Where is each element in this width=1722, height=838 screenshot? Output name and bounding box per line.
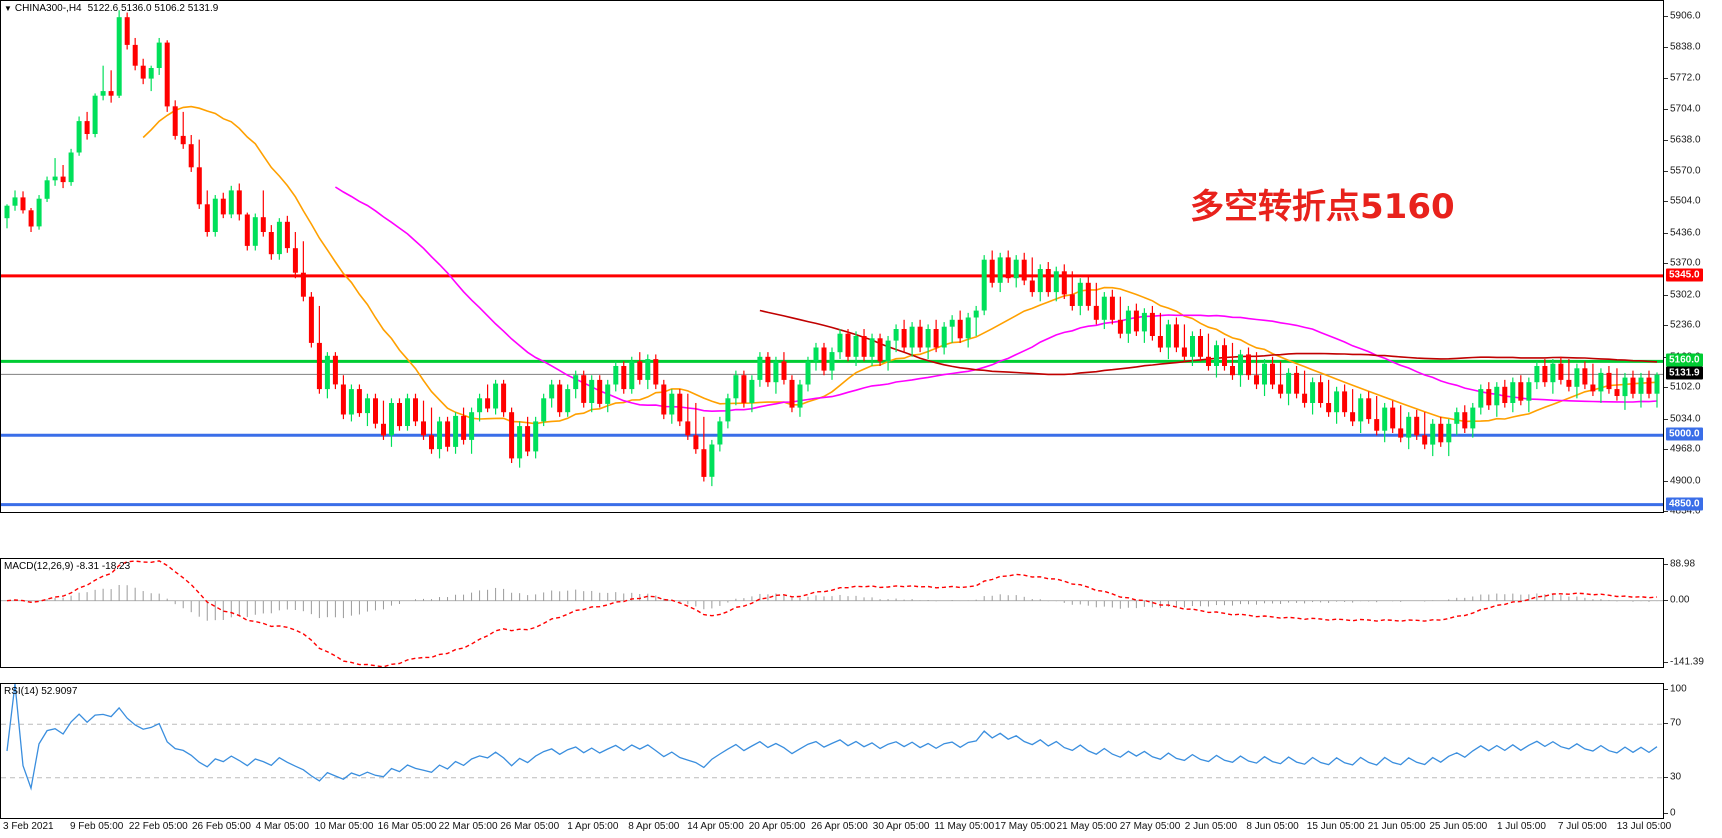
price-tick-label: 5838.0 [1670, 41, 1701, 53]
time-tick-label: 21 May 05:00 [1056, 821, 1118, 832]
price-tick-label: 5570.0 [1670, 165, 1701, 177]
axis-tickmark [1664, 689, 1668, 690]
price-tick-label: 5302.0 [1670, 289, 1701, 301]
time-tick-label: 16 Mar 05:00 [377, 821, 437, 832]
rsi-tick-label: 0 [1670, 807, 1676, 819]
chart-header: ▼ CHINA300-,H4 5122.6 5136.0 5106.2 5131.9 [4, 3, 218, 14]
axis-tickmark [1664, 109, 1668, 111]
macd-panel[interactable]: MACD(12,26,9) -8.31 -18.23 [0, 558, 1664, 668]
time-tick-label: 13 Jul 05:00 [1616, 821, 1672, 832]
axis-tickmark [1664, 480, 1668, 482]
price-tick-label: 4834.0 [1670, 505, 1701, 517]
time-tick-label: 26 Mar 05:00 [500, 821, 560, 832]
time-tick-label: 27 May 05:00 [1119, 821, 1181, 832]
axis-tickmark [1664, 263, 1668, 265]
time-axis[interactable]: 3 Feb 2021 9 Feb 05:00 22 Feb 05:00 26 Feb … [0, 819, 1722, 838]
price-tick-label: 4968.0 [1670, 443, 1701, 455]
symbol-label: CHINA300-,H4 [14, 3, 82, 14]
axis-tickmark [1664, 325, 1668, 327]
axis-tickmark [1664, 449, 1668, 451]
axis-tickmark [1664, 387, 1668, 389]
time-tick-label: 2 Jun 05:00 [1184, 821, 1238, 832]
price-tag[interactable]: 4850.0 [1666, 497, 1703, 511]
price-tick-label: 5504.0 [1670, 195, 1701, 207]
time-tick-label: 14 Apr 05:00 [687, 821, 744, 832]
rsi-header: RSI(14) 52.9097 [4, 686, 78, 697]
price-tick-label: 4900.0 [1670, 475, 1701, 486]
axis-tickmark [1664, 662, 1668, 663]
time-tick-label: 1 Apr 05:00 [567, 821, 619, 832]
price-tick-label: 5102.0 [1670, 381, 1701, 393]
price-tick-label: 5772.0 [1670, 72, 1701, 84]
axis-tickmark [1664, 201, 1668, 203]
ohlc-values: 5122.6 5136.0 5106.2 5131.9 [87, 3, 219, 14]
triangle-down-icon[interactable]: ▼ [4, 3, 12, 13]
time-tick-label: 21 Jun 05:00 [1367, 821, 1426, 832]
rsi-tick-label: 100 [1670, 683, 1687, 695]
axis-tickmark [1664, 294, 1668, 296]
time-tick-label: 17 May 05:00 [994, 821, 1056, 832]
axis-tickmark [1664, 232, 1668, 234]
rsi-tick-label: 30 [1670, 771, 1682, 783]
time-tick-label: 11 May 05:00 [934, 821, 995, 832]
axis-tickmark [1664, 15, 1668, 17]
macd-header: MACD(12,26,9) -8.31 -18.23 [4, 561, 131, 572]
time-tick-label: 8 Jun 05:00 [1246, 821, 1299, 832]
axis-tickmark [1664, 564, 1668, 565]
price-tick-label: 5638.0 [1670, 134, 1701, 146]
time-tick-label: 22 Feb 05:00 [128, 821, 188, 832]
price-axis[interactable]: 5906.0 5838.0 5772.0 5704.0 5638.0 5570.0 5504… [1664, 0, 1722, 819]
time-tick-label: 1 Jul 05:00 [1496, 821, 1546, 832]
macd-tick-label: 0.00 [1670, 594, 1690, 606]
time-tick-label: 10 Mar 05:00 [314, 821, 374, 832]
rsi-tick-label: 70 [1670, 717, 1682, 729]
price-panel[interactable]: ▼ CHINA300-,H4 5122.6 5136.0 5106.2 5131.9… [0, 0, 1664, 513]
time-tick-label: 3 Feb 2021 [2, 821, 54, 832]
price-tag[interactable]: 5345.0 [1666, 268, 1703, 282]
time-tick-label: 7 Jul 05:00 [1557, 821, 1607, 832]
rsi-plot [1, 684, 1663, 791]
time-tick-label: 26 Feb 05:00 [191, 821, 251, 832]
annotation-text: 多空转折点5160 [1190, 187, 1455, 227]
time-tick-label: 8 Apr 05:00 [628, 821, 680, 832]
time-tick-label: 20 Apr 05:00 [748, 821, 806, 832]
axis-tickmark [1664, 170, 1668, 172]
price-tick-label: 5704.0 [1670, 103, 1701, 115]
price-tick-label: 5034.0 [1670, 413, 1701, 425]
rsi-panel[interactable]: RSI(14) 52.9097 [0, 683, 1664, 819]
macd-plot [1, 560, 1663, 667]
macd-tick-label: -141.39 [1670, 656, 1704, 668]
time-tick-label: 15 Jun 05:00 [1306, 821, 1365, 832]
time-tick-label: 30 Apr 05:00 [872, 821, 930, 832]
macd-tick-label: 88.98 [1670, 558, 1696, 570]
time-tick-label: 25 Jun 05:00 [1429, 821, 1488, 832]
axis-tickmark [1664, 47, 1668, 49]
time-tick-label: 9 Feb 05:00 [69, 821, 124, 832]
price-tag[interactable]: 5160.0 [1666, 353, 1703, 367]
axis-tickmark [1664, 139, 1668, 141]
price-tick-label: 5236.0 [1670, 319, 1701, 331]
price-tick-label: 5906.0 [1670, 10, 1701, 22]
time-tick-label: 26 Apr 05:00 [811, 821, 868, 832]
axis-tickmark [1664, 77, 1668, 79]
axis-tickmark [1664, 776, 1668, 778]
axis-tickmark [1664, 599, 1668, 601]
axis-tickmark [1664, 418, 1668, 420]
axis-tickmark [1664, 813, 1668, 814]
price-tag[interactable]: 5000.0 [1666, 427, 1703, 441]
price-tick-label: 5436.0 [1670, 227, 1701, 239]
time-tick-label: 4 Mar 05:00 [255, 821, 310, 832]
price-tick-label: 5370.0 [1670, 257, 1701, 269]
time-tick-label: 22 Mar 05:00 [438, 821, 498, 832]
price-plot [1, 10, 1663, 507]
price-tag[interactable]: 5131.9 [1666, 366, 1703, 380]
axis-tickmark [1664, 723, 1668, 725]
axis-tickmark [1664, 511, 1668, 512]
